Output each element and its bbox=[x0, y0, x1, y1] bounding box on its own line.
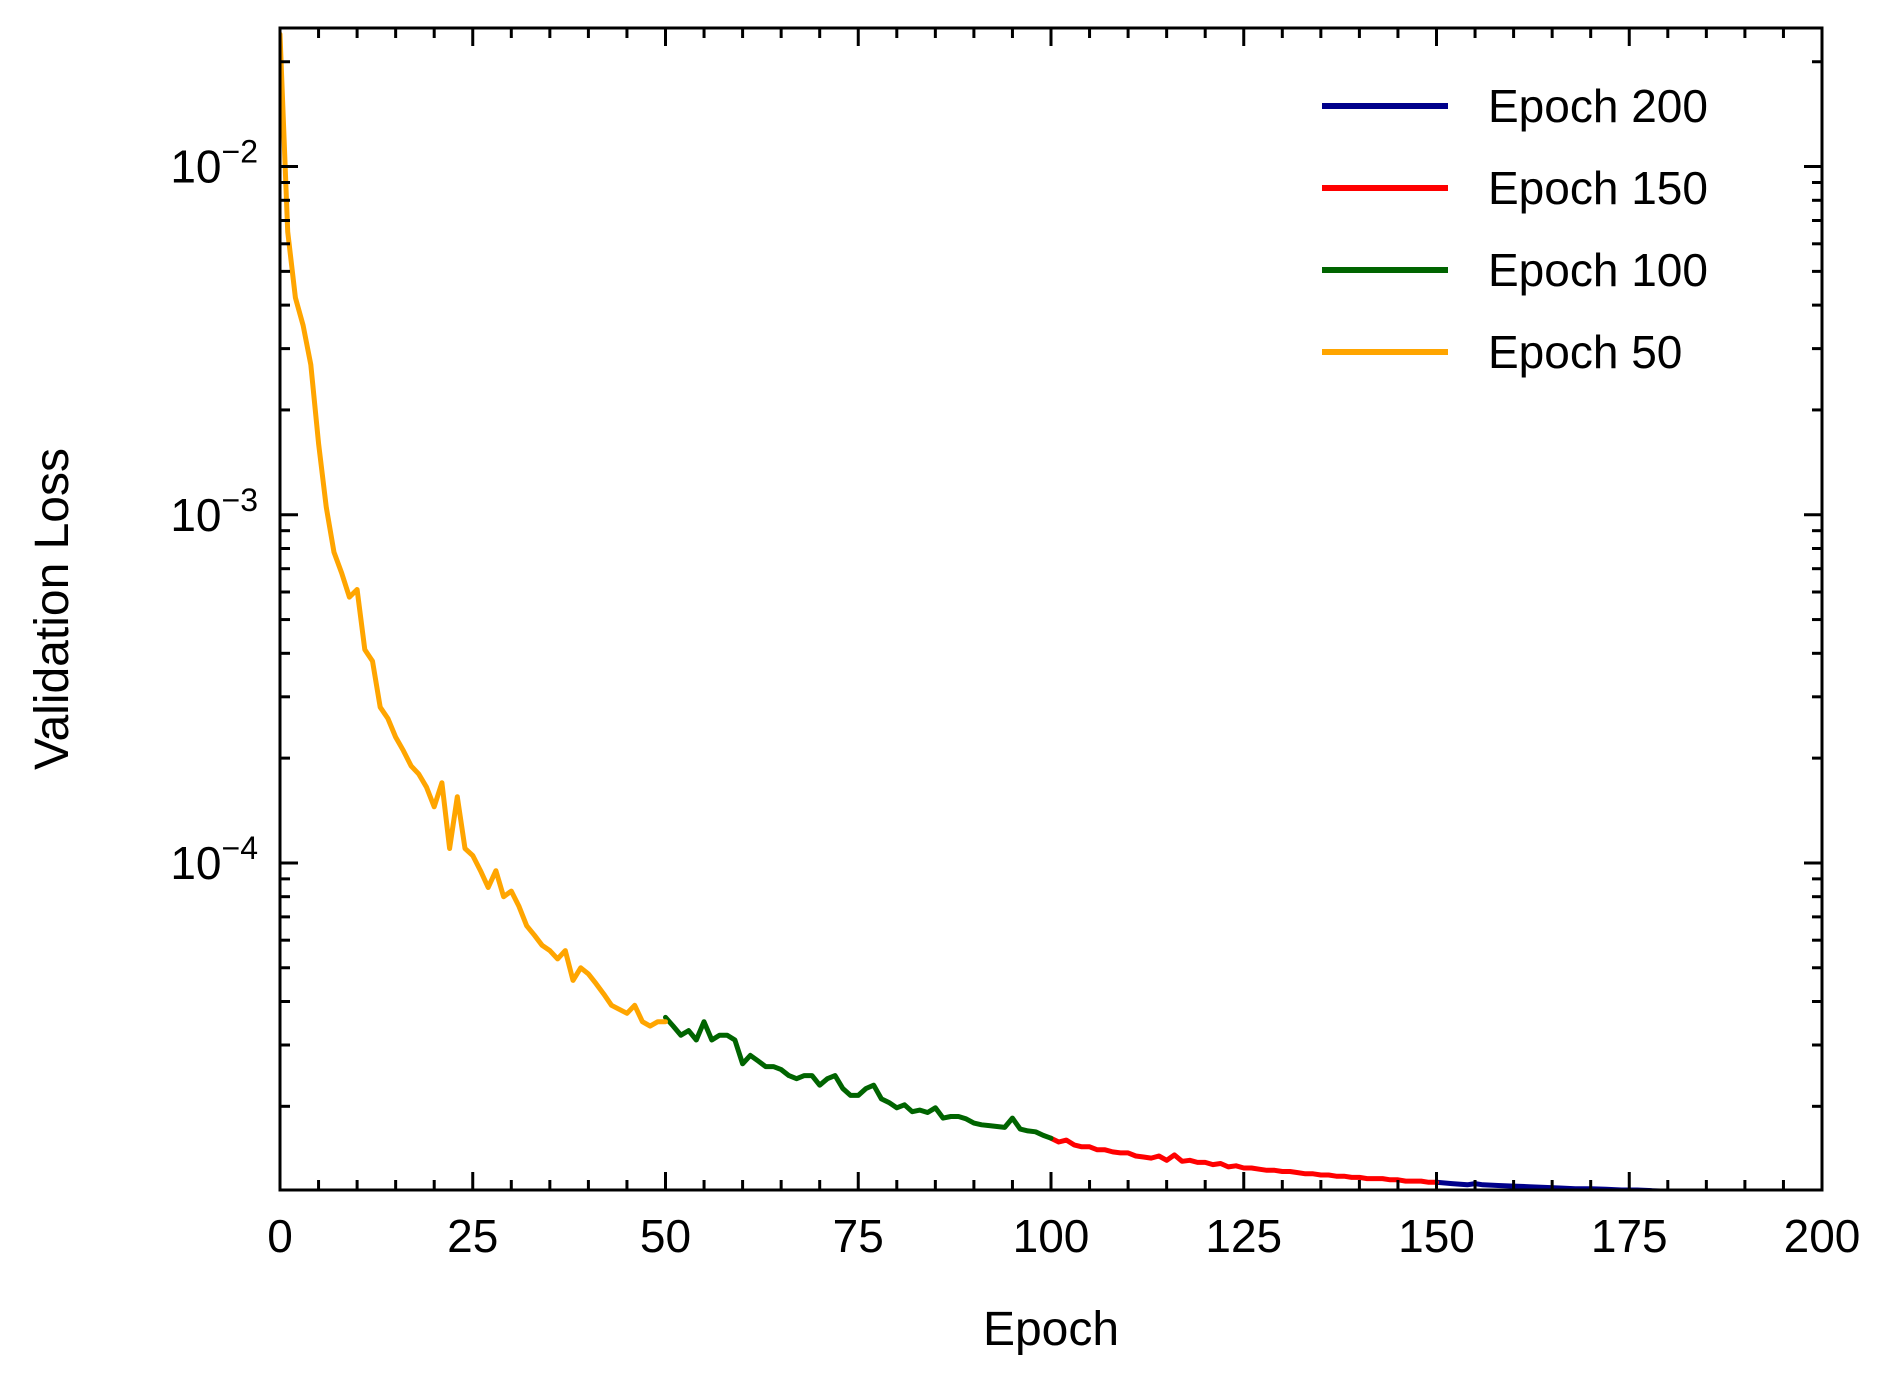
legend-label-epoch-150: Epoch 150 bbox=[1488, 162, 1708, 214]
x-axis-label: Epoch bbox=[983, 1303, 1119, 1356]
series-line-epoch-100 bbox=[663, 1014, 1054, 1141]
x-tick-label: 200 bbox=[1784, 1210, 1861, 1262]
plot-frame bbox=[278, 26, 1824, 1192]
x-tick-label: 75 bbox=[833, 1210, 884, 1262]
x-tick-label: 0 bbox=[267, 1210, 293, 1262]
y-axis-label: Validation Loss bbox=[26, 448, 79, 770]
y-tick-label: 10−3 bbox=[170, 482, 258, 541]
series-line-epoch-200 bbox=[1434, 1179, 1710, 1190]
series-line-epoch-50 bbox=[280, 31, 668, 1029]
x-tick-label: 25 bbox=[447, 1210, 498, 1262]
x-tick-label: 150 bbox=[1398, 1210, 1475, 1262]
series-layer bbox=[280, 31, 1710, 1190]
legend-label-epoch-50: Epoch 50 bbox=[1488, 326, 1682, 378]
ticks-layer bbox=[278, 28, 1824, 1190]
y-tick-label: 10−4 bbox=[170, 830, 258, 889]
series-line-epoch-150 bbox=[1048, 1135, 1439, 1185]
legend-label-epoch-200: Epoch 200 bbox=[1488, 80, 1708, 132]
legend-label-epoch-100: Epoch 100 bbox=[1488, 244, 1708, 296]
y-tick-label: 10−2 bbox=[170, 134, 258, 193]
labels-layer: 0 25 50 75 100 125 150 175 200 10−2 10−3 10−4 bbox=[170, 134, 1860, 1262]
x-tick-label: 50 bbox=[640, 1210, 691, 1262]
x-tick-label: 100 bbox=[1013, 1210, 1090, 1262]
legend: Epoch 200 Epoch 150 Epoch 100 Epoch 50 bbox=[1322, 80, 1708, 378]
x-tick-label: 125 bbox=[1205, 1210, 1282, 1262]
x-tick-label: 175 bbox=[1591, 1210, 1668, 1262]
